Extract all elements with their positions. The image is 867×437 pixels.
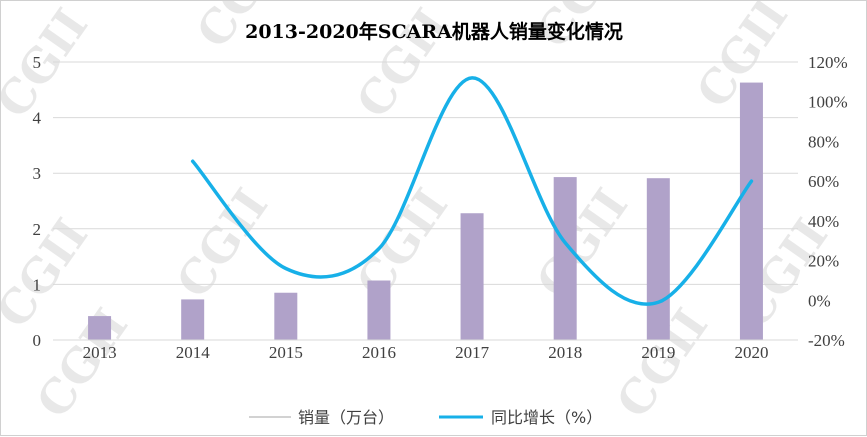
y-right-tick-label: 20% — [808, 252, 839, 271]
watermark-text: CGII — [526, 179, 638, 307]
x-tick-label: 2013 — [83, 343, 117, 362]
bar-2017 — [461, 213, 484, 340]
y-right-tick-label: 0% — [808, 291, 831, 310]
watermark-text: CGII — [346, 1, 458, 127]
bar-2018 — [554, 177, 577, 340]
bar-2015 — [274, 293, 297, 340]
watermark-text: CGII — [1, 1, 98, 127]
y-right-tick-label: 120% — [808, 53, 848, 72]
x-tick-label: 2017 — [455, 343, 490, 362]
x-tick-label: 2018 — [548, 343, 582, 362]
y-right-tick-label: 100% — [808, 93, 848, 112]
bar-2013 — [88, 316, 111, 340]
y-left-tick-label: 0 — [33, 331, 42, 350]
y-left-tick-label: 4 — [33, 109, 42, 128]
y-left-tick-label: 1 — [33, 275, 42, 294]
y-right-tick-label: -20% — [808, 331, 845, 350]
x-tick-label: 2014 — [176, 343, 211, 362]
x-tick-label: 2015 — [269, 343, 303, 362]
bar-2014 — [181, 299, 204, 340]
y-right-tick-label: 80% — [808, 132, 839, 151]
y-axis-right: -20% 0% 20% 40% 60% 80% 100% 120% — [808, 53, 848, 350]
y-left-tick-label: 2 — [33, 220, 42, 239]
watermark-text: CGII — [346, 179, 458, 307]
legend: 销量（万台） 同比增长（%） — [249, 408, 602, 427]
x-tick-label: 2019 — [641, 343, 675, 362]
x-tick-label: 2020 — [734, 343, 768, 362]
y-left-tick-label: 3 — [33, 164, 42, 183]
bar-2019 — [647, 178, 670, 340]
chart-title: 2013-2020年SCARA机器人销量变化情况 — [245, 20, 623, 43]
legend-label-growth: 同比增长（%） — [491, 408, 602, 427]
legend-label-sales: 销量（万台） — [298, 408, 394, 427]
y-right-tick-label: 60% — [808, 172, 839, 191]
y-right-tick-label: 40% — [808, 212, 839, 231]
x-tick-label: 2016 — [362, 343, 396, 362]
bar-2020 — [740, 83, 763, 340]
bar-2016 — [367, 281, 390, 340]
y-left-tick-label: 5 — [33, 53, 42, 72]
